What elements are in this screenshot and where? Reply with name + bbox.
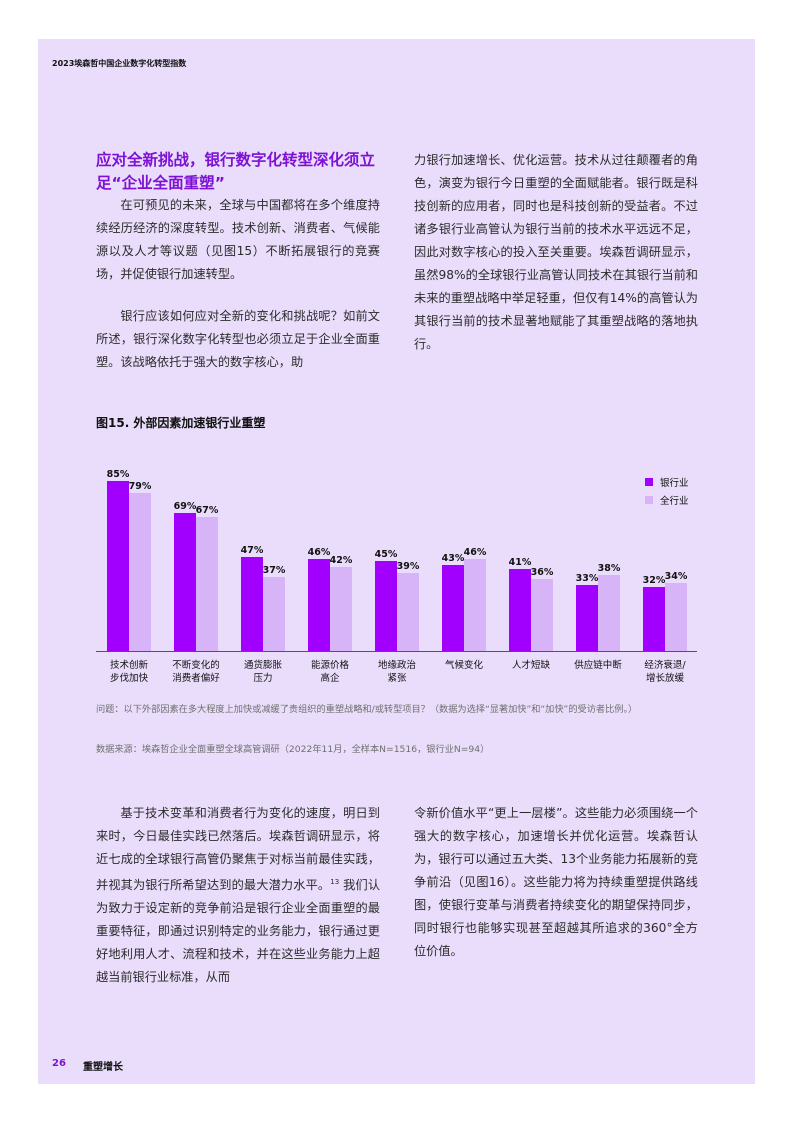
bar-banking-1: [107, 481, 129, 651]
bar-banking-8: [576, 585, 598, 651]
running-header: 2023埃森哲中国企业数字化转型指数: [52, 59, 187, 68]
category-label-7-line-1: 人才短缺: [512, 659, 551, 671]
data-label-all-industries-6: 46%: [464, 547, 487, 558]
category-label-2-line-1: 不断变化的: [172, 659, 220, 671]
category-label-8-line-1: 供应链中断: [574, 659, 622, 671]
intro-paragraph-1: 在可预见的未来，全球与中国都将在多个维度持续经历经济的深度转型。技术创新、消费者…: [96, 198, 380, 281]
body-paragraph-1-cont: 我们认为致力于设定新的竞争前沿是银行企业全面重塑的最重要特征，即通过识别特定的业…: [96, 878, 381, 985]
data-label-banking-8: 33%: [576, 573, 599, 584]
intro-paragraph-2: 银行应该如何应对全新的变化和挑战呢？如前文所述，银行深化数字化转型也必须立足于企…: [96, 309, 380, 369]
bar-banking-2: [174, 513, 196, 651]
data-label-banking-1: 85%: [107, 469, 130, 480]
data-label-all-industries-9: 34%: [665, 571, 688, 582]
legend-swatch-1: [645, 478, 653, 486]
category-label-4-line-1: 能源价格: [311, 659, 350, 671]
data-label-all-industries-4: 42%: [330, 555, 353, 566]
bar-all-industries-8: [598, 575, 620, 651]
category-label-6-line-1: 气候变化: [445, 659, 484, 671]
bar-banking-5: [375, 561, 397, 651]
body-paragraph-2: 令新价值水平“更上一层楼”。这些能力必须围绕一个强大的数字核心，加速增长并优化运…: [414, 806, 698, 958]
survey-question-note: 问题：以下外部因素在多大程度上加快或减缓了贵组织的重塑战略和/或转型项目？（数据…: [96, 704, 638, 715]
data-label-banking-4: 46%: [308, 547, 331, 558]
data-label-banking-6: 43%: [442, 553, 465, 564]
bar-banking-4: [308, 559, 330, 651]
category-label-2-line-2: 消费者偏好: [172, 672, 220, 684]
category-label-5-line-2: 紧张: [387, 673, 407, 684]
bar-all-industries-5: [397, 573, 419, 651]
data-label-banking-7: 41%: [509, 557, 532, 568]
footer-section-label: 重塑增长: [83, 1062, 123, 1073]
data-label-banking-5: 45%: [375, 549, 398, 560]
data-source-note: 数据来源：埃森哲企业全面重塑全球高管调研（2022年11月，全样本N=1516，…: [96, 744, 490, 755]
figure-title: 图15. 外部因素加速银行业重塑: [96, 416, 266, 430]
data-label-all-industries-7: 36%: [531, 567, 554, 578]
data-label-banking-9: 32%: [643, 575, 666, 586]
legend-label-2: 全行业: [660, 495, 689, 507]
bar-banking-3: [241, 557, 263, 651]
bar-all-industries-2: [196, 517, 218, 651]
page-number: 26: [52, 1058, 66, 1069]
data-label-banking-2: 69%: [174, 501, 197, 512]
bar-all-industries-1: [129, 493, 151, 651]
footnote-ref[interactable]: 13: [330, 878, 340, 886]
category-label-4-line-2: 高企: [320, 672, 340, 684]
section-title: 应对全新挑战，银行数字化转型深化须立足“企业全面重塑”: [96, 151, 376, 192]
category-label-5-line-1: 地缘政治: [378, 659, 416, 671]
category-label-3-line-1: 通货膨胀: [244, 659, 283, 671]
category-label-1-line-1: 技术创新: [110, 659, 149, 671]
bar-all-industries-4: [330, 567, 352, 651]
category-label-3-line-2: 压力: [253, 672, 272, 684]
bar-all-industries-3: [263, 577, 285, 651]
bar-banking-9: [643, 587, 665, 651]
data-label-all-industries-2: 67%: [196, 505, 219, 516]
bar-all-industries-7: [531, 579, 553, 651]
legend-swatch-2: [645, 496, 653, 504]
body-paragraph-1: 基于技术变革和消费者行为变化的速度，明日到来时，今日最佳实践已然落后。埃森哲调研…: [96, 802, 380, 989]
data-label-all-industries-1: 79%: [129, 481, 152, 492]
data-label-all-industries-3: 37%: [263, 565, 286, 576]
bar-all-industries-9: [665, 583, 687, 651]
data-label-banking-3: 47%: [241, 545, 264, 556]
bar-banking-6: [442, 565, 464, 651]
bar-banking-7: [509, 569, 531, 651]
category-label-9-line-2: 增长放缓: [646, 672, 685, 684]
data-label-all-industries-8: 38%: [598, 563, 621, 574]
data-label-all-industries-5: 39%: [397, 561, 420, 572]
category-label-9-line-1: 经济衰退/: [644, 659, 686, 671]
legend-label-1: 银行业: [660, 477, 689, 489]
body-paragraph-1-text: 基于技术变革和消费者行为变化的速度，明日到来时，今日最佳实践已然落后。埃森哲调研…: [96, 806, 380, 893]
intro-paragraph-3: 力银行加速增长、优化运营。技术从过往颠覆者的角色，演变为银行今日重塑的全面赋能者…: [414, 153, 698, 351]
category-label-1-line-2: 步伐加快: [110, 672, 149, 684]
bar-all-industries-6: [464, 559, 486, 651]
